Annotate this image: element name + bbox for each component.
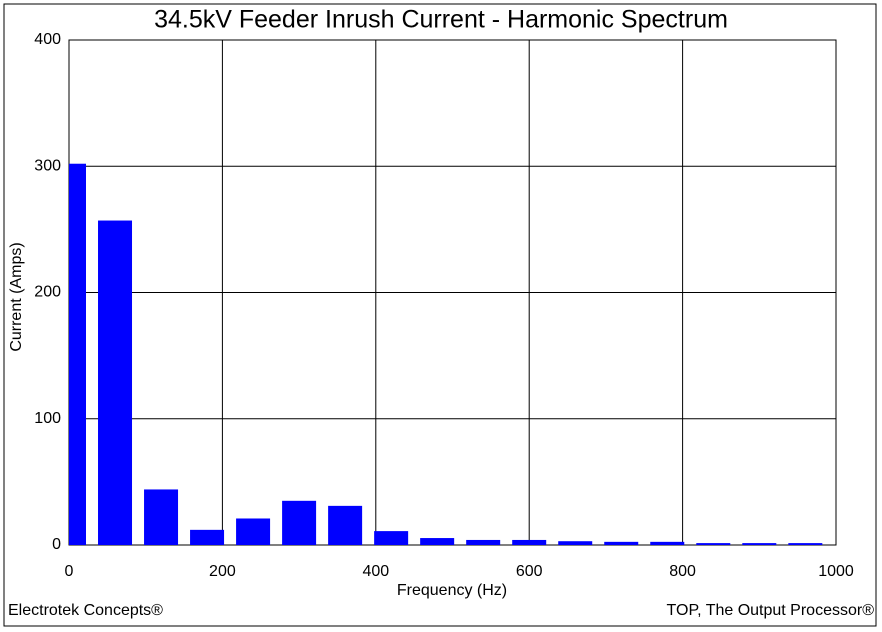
- footer-right: TOP, The Output Processor®: [667, 602, 875, 619]
- y-tick-label: 300: [34, 157, 61, 174]
- bar: [558, 541, 593, 545]
- bar: [650, 541, 685, 545]
- bar: [282, 500, 317, 545]
- bar: [420, 538, 455, 545]
- bar: [466, 539, 501, 545]
- bar: [696, 543, 731, 545]
- y-tick-label: 200: [34, 284, 61, 301]
- x-tick-label: 400: [362, 563, 389, 580]
- x-tick-label: 0: [65, 563, 74, 580]
- footer-left: Electrotek Concepts®: [8, 602, 163, 619]
- bar: [236, 518, 271, 545]
- x-tick-label: 200: [209, 563, 236, 580]
- x-axis-label: Frequency (Hz): [397, 582, 507, 599]
- bar: [190, 529, 225, 545]
- chart-title: 34.5kV Feeder Inrush Current - Harmonic …: [154, 6, 728, 34]
- bar: [512, 539, 547, 545]
- bar: [144, 489, 179, 545]
- y-tick-label: 0: [52, 536, 61, 553]
- bar: [98, 220, 133, 545]
- bar: [328, 505, 363, 545]
- x-tick-label: 1000: [818, 563, 854, 580]
- x-tick-label: 800: [669, 563, 696, 580]
- bar: [374, 531, 409, 545]
- frame: [3, 3, 877, 627]
- bar: [788, 543, 823, 545]
- bar: [69, 163, 86, 545]
- y-axis-label: Current (Amps): [8, 242, 25, 351]
- y-tick-label: 100: [34, 410, 61, 427]
- x-tick-label: 600: [516, 563, 543, 580]
- bar: [742, 543, 777, 545]
- bar: [604, 541, 639, 545]
- y-tick-label: 400: [34, 31, 61, 48]
